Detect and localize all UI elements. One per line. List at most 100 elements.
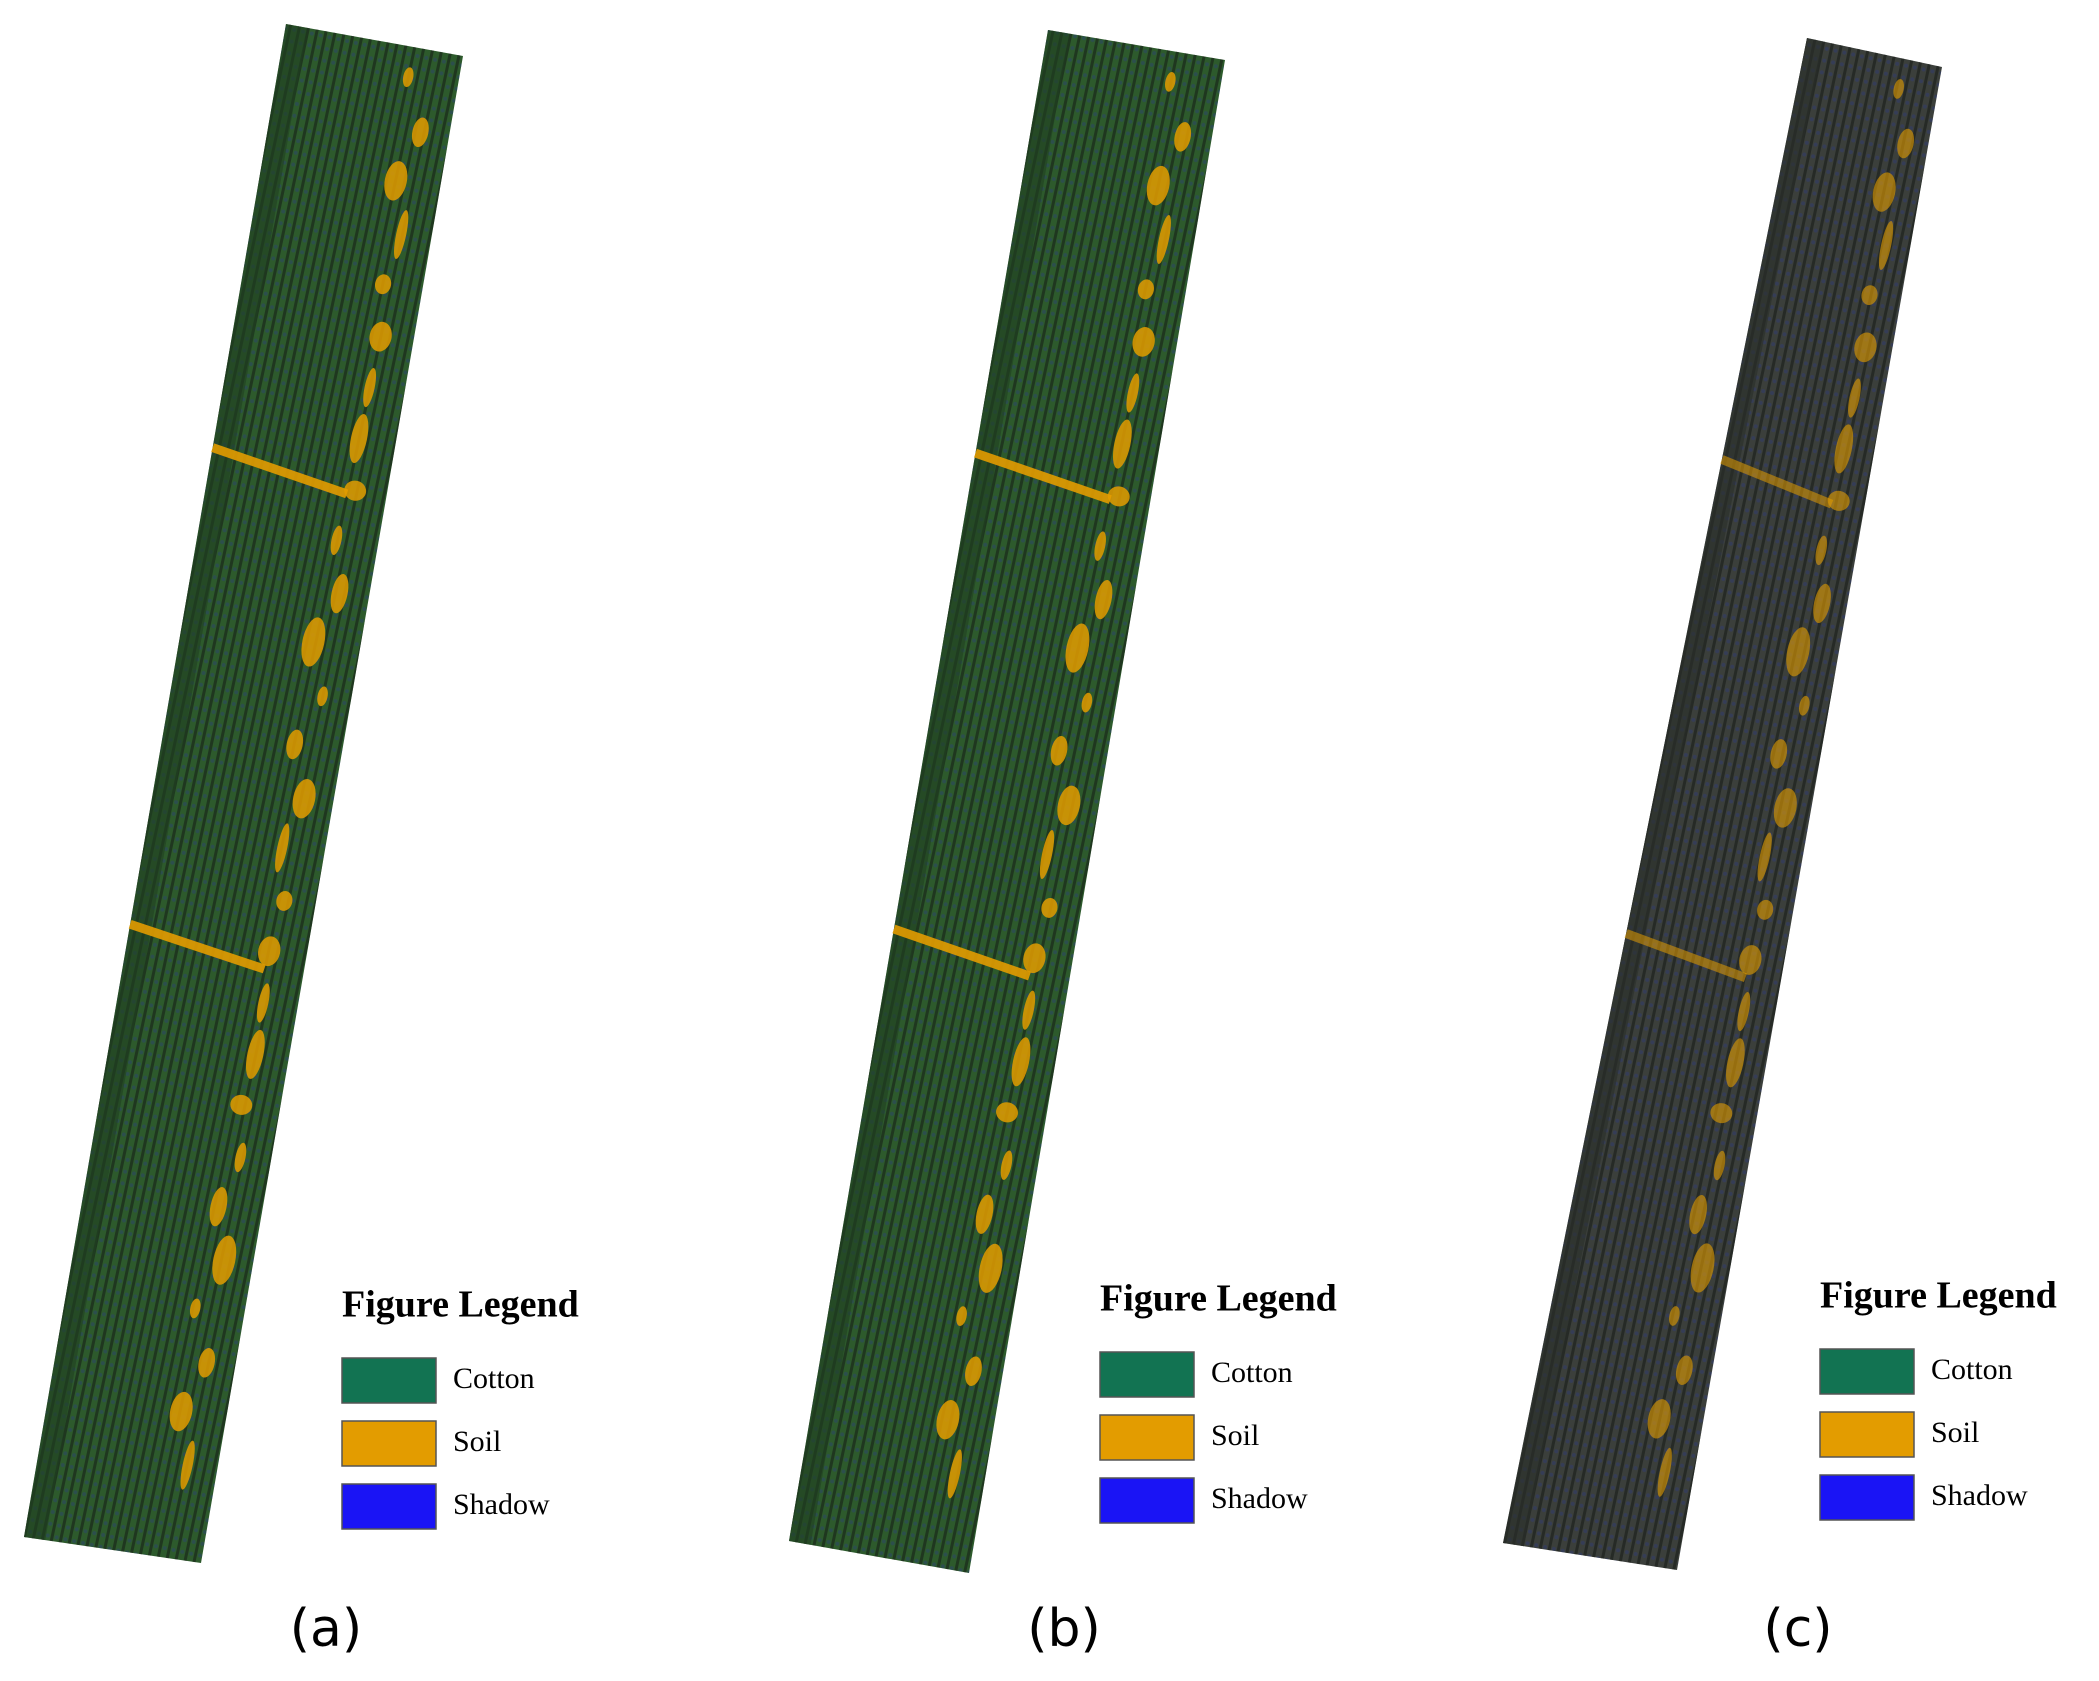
soil-patch [1897,128,1915,159]
field-rows [24,24,463,1563]
soil-patch [965,1356,982,1386]
soil-patch [180,1440,195,1490]
soil-patch [374,274,392,295]
soil-patch [256,983,270,1023]
soil-patch [1137,279,1154,300]
soil-patch [1773,788,1797,828]
soil-patch [1146,165,1170,206]
soil-patch [1713,1150,1726,1181]
soil-patch [1094,579,1113,620]
field-rows [1503,38,1942,1570]
soil-patch [394,210,409,260]
map-panel [789,30,1225,1573]
panel-caption: (a) [290,1599,362,1659]
soil-patch [344,480,367,501]
soil-patch [975,1194,994,1234]
soil-patch [258,936,281,967]
soil-patch [1107,486,1130,507]
soil-patch [1174,122,1192,152]
soil-patch [1126,373,1140,413]
soil-patch [1023,943,1046,974]
soil-patch [1786,627,1811,677]
soil-patch [1834,424,1854,474]
soil-patch [1827,490,1850,511]
soil-patch [1813,583,1831,624]
soil-patch [1022,990,1036,1030]
soil-patch [1872,172,1896,212]
legend-label: Soil [1931,1416,1979,1449]
soil-patch [1675,1355,1693,1386]
soil-path [128,919,266,974]
soil-patch [1050,735,1068,766]
legend-swatch [1819,1474,1915,1521]
soil-patch [1669,1306,1680,1326]
legend-title: Figure Legend [1100,1278,1337,1320]
legend-swatch [1819,1411,1915,1458]
soil-patch [1690,1243,1715,1293]
legend-title: Figure Legend [342,1284,579,1326]
legend-swatch [1099,1414,1195,1461]
soil-path [974,448,1112,504]
soil-patch [978,1243,1003,1293]
soil-patch [363,367,377,408]
field-edge [24,24,308,1541]
soil-patch [384,161,408,201]
soil-patch [234,1142,247,1173]
soil-patch [936,1399,960,1440]
legend-label: Shadow [1931,1479,2028,1512]
soil-patch [1710,1103,1733,1124]
soil-path [1624,929,1747,982]
soil-patch [1689,1194,1707,1235]
soil-patch [1156,215,1171,264]
soil-patch [1065,623,1090,673]
soil-patch [1757,899,1774,920]
soil-patch [956,1306,967,1326]
legend-swatch [1099,1351,1195,1398]
soil-patch [349,414,369,464]
soil-patch [1893,79,1904,99]
soil-patch [1739,945,1762,975]
legend-swatch [1099,1477,1195,1524]
legend-label: Cotton [453,1362,535,1395]
legend-label: Cotton [1931,1353,2013,1386]
legend-label: Cotton [1211,1356,1293,1389]
soil-patch [1094,531,1106,561]
soil-patch [1132,327,1155,357]
legend-label: Soil [1211,1419,1259,1452]
soil-patch [1164,72,1176,92]
soil-patch [1815,535,1828,566]
soil-patch [996,1102,1018,1123]
soil-patch [369,321,392,352]
legend-swatch [341,1357,437,1404]
soil-patch [1112,419,1132,469]
soil-patch [330,573,349,614]
soil-patch [276,891,293,911]
legend-label: Soil [453,1425,501,1458]
soil-patch [286,729,304,760]
soil-patch [1798,695,1810,716]
soil-patch [198,1348,216,1378]
soil-patch [292,779,316,819]
soil-patch [1011,1037,1031,1087]
soil-path [1720,455,1834,509]
legend-title: Figure Legend [1820,1275,2057,1317]
soil-patch [947,1449,962,1499]
field-rows [789,30,1225,1573]
soil-patch [1770,739,1788,769]
soil-patch [1000,1150,1013,1180]
soil-patch [1647,1399,1671,1439]
soil-patch [330,525,343,556]
field-edge [1503,38,1824,1547]
soil-path [211,443,349,499]
field-edge [789,30,1070,1545]
soil-patch [169,1391,193,1432]
soil-path [892,924,1031,981]
soil-patch [402,67,414,88]
panel-caption: (b) [1027,1599,1101,1659]
soil-patch [317,686,328,707]
map-panel [24,24,463,1563]
soil-patch [209,1187,228,1227]
panel-caption: (c) [1763,1599,1832,1659]
soil-patch [275,823,290,873]
